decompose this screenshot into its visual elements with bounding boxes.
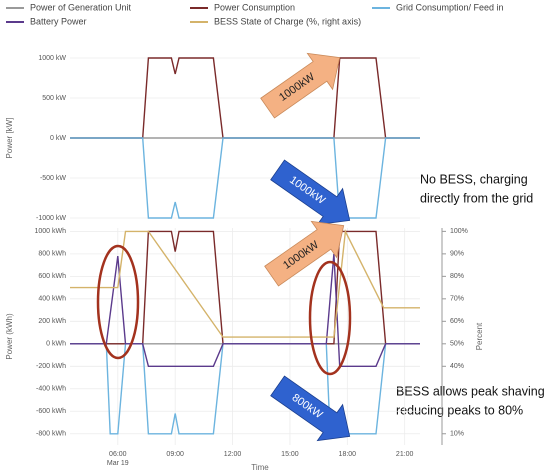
y2-tick-label: 80% — [450, 273, 464, 280]
y2-tick-label: 40% — [450, 363, 464, 370]
x-tick-label: 12:00 — [224, 451, 242, 458]
y2-tick-label: 70% — [450, 296, 464, 303]
legend-label: Battery Power — [30, 16, 87, 26]
highlight-ellipse — [308, 260, 352, 376]
series-line — [70, 228, 420, 338]
y-axis-title: Power (kWh) — [5, 313, 14, 360]
y-tick-label: 800 kWh — [38, 251, 66, 258]
arrow-shape — [270, 375, 351, 442]
x-axis-title: Time — [251, 463, 269, 472]
y2-tick-label: 100% — [450, 228, 468, 235]
y-tick-label: 200 kWh — [38, 318, 66, 325]
x-tick-label: 15:00 — [281, 451, 299, 458]
y-tick-label: -200 kWh — [36, 363, 66, 370]
arrow-shape — [260, 52, 341, 119]
callout-arrow: 1000kW — [270, 159, 351, 226]
x-tick-label: 21:00 — [396, 451, 414, 458]
legend-label: BESS State of Charge (%, right axis) — [214, 16, 361, 26]
series-line — [70, 253, 420, 367]
y2-tick-label: 50% — [450, 341, 464, 348]
arrow-shape — [270, 159, 351, 226]
y-tick-label: 600 kWh — [38, 273, 66, 280]
y-tick-label: 1000 kWh — [34, 228, 66, 235]
legend-label: Power of Generation Unit — [30, 2, 132, 12]
y-tick-label: -400 kWh — [36, 386, 66, 393]
y-tick-label: 0 kWh — [46, 341, 66, 348]
legend-label: Grid Consumption/ Feed in — [396, 2, 504, 12]
y-tick-label: -800 kWh — [36, 431, 66, 438]
series-line — [70, 137, 420, 219]
y2-axis-title: Percent — [475, 322, 484, 350]
y2-tick-label: 90% — [450, 251, 464, 258]
y-tick-label: -1000 kW — [36, 215, 66, 222]
note: directly from the grid — [420, 191, 533, 205]
arrow-shape — [264, 220, 345, 287]
y2-tick-label: 10% — [450, 431, 464, 438]
highlight-ellipse — [96, 244, 140, 360]
legend-label: Power Consumption — [214, 2, 295, 12]
y-tick-label: 0 kW — [50, 135, 66, 142]
note: No BESS, charging — [420, 172, 528, 186]
x-date-label: Mar 19 — [107, 460, 129, 467]
y-tick-label: 400 kWh — [38, 296, 66, 303]
x-tick-label: 06:00 — [109, 451, 127, 458]
series-line — [70, 57, 420, 139]
note: reducing peaks to 80% — [396, 403, 523, 417]
y-tick-label: 1000 kW — [38, 55, 66, 62]
y-tick-label: -500 kW — [40, 175, 66, 182]
y2-tick-label: 60% — [450, 318, 464, 325]
y-axis-title: Power [kW] — [5, 118, 14, 159]
x-tick-label: 18:00 — [339, 451, 357, 458]
x-tick-label: 09:00 — [166, 451, 184, 458]
y-tick-label: -600 kWh — [36, 408, 66, 415]
note: BESS allows peak shaving — [396, 384, 545, 398]
y-tick-label: 500 kW — [42, 95, 66, 102]
